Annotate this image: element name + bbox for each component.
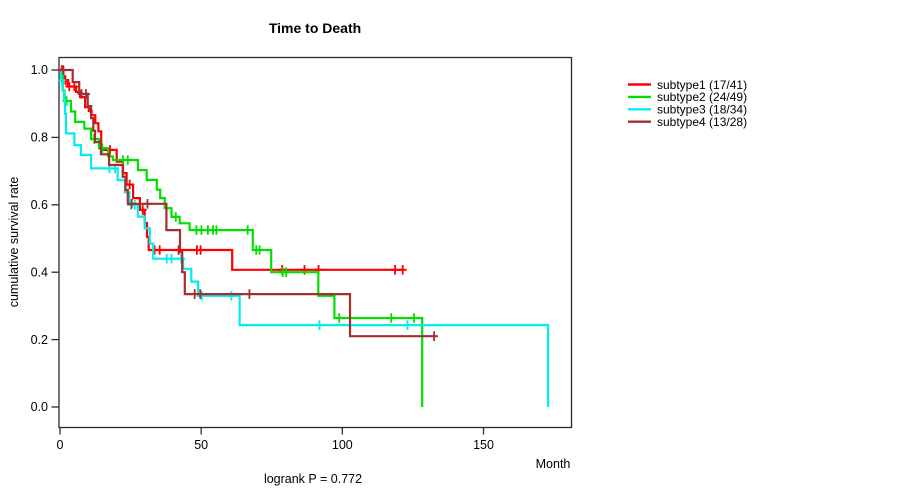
survival-curve-subtype3 xyxy=(59,68,550,407)
censor-marks-subtype4 xyxy=(59,65,439,341)
y-axis-label: cumulative survival rate xyxy=(7,177,21,308)
censor-marks-subtype3 xyxy=(57,75,412,330)
x-tick-label: 150 xyxy=(473,438,494,452)
legend-item-subtype3: subtype3 (18/34) xyxy=(628,103,747,117)
survival-curve-subtype2 xyxy=(60,68,424,407)
plot-area-border xyxy=(58,56,573,429)
legend-label-subtype1: subtype1 (17/41) xyxy=(657,78,747,92)
y-tick-label: 0.2 xyxy=(31,333,48,347)
y-tick-label: 0.6 xyxy=(31,198,48,212)
survival-curve-subtype4 xyxy=(60,68,436,338)
logrank-p-text: logrank P = 0.772 xyxy=(264,472,362,486)
chart-title: Time to Death xyxy=(269,20,361,36)
legend-item-subtype4: subtype4 (13/28) xyxy=(628,115,747,129)
y-axis-ticks: 0.0 0.2 0.4 0.6 0.8 1.0 xyxy=(31,63,59,414)
censor-marks-subtype2 xyxy=(62,96,418,323)
y-tick-label: 1.0 xyxy=(31,63,48,77)
legend-label-subtype4: subtype4 (13/28) xyxy=(657,115,747,129)
x-axis-label: Month xyxy=(536,457,571,471)
x-tick-label: 50 xyxy=(194,438,208,452)
legend-item-subtype1: subtype1 (17/41) xyxy=(628,78,747,92)
legend-label-subtype2: subtype2 (24/49) xyxy=(657,90,747,104)
y-tick-label: 0.0 xyxy=(31,400,48,414)
x-tick-label: 100 xyxy=(332,438,353,452)
x-tick-label: 0 xyxy=(57,438,64,452)
survival-curves xyxy=(57,65,550,407)
legend-item-subtype2: subtype2 (24/49) xyxy=(628,90,747,104)
legend: subtype1 (17/41)subtype2 (24/49)subtype3… xyxy=(628,78,747,129)
x-axis-ticks: 0 50 100 150 xyxy=(57,427,494,452)
legend-label-subtype3: subtype3 (18/34) xyxy=(657,103,747,117)
survival-curve-subtype1 xyxy=(60,68,405,271)
y-tick-label: 0.8 xyxy=(31,131,48,145)
y-tick-label: 0.4 xyxy=(31,265,48,279)
